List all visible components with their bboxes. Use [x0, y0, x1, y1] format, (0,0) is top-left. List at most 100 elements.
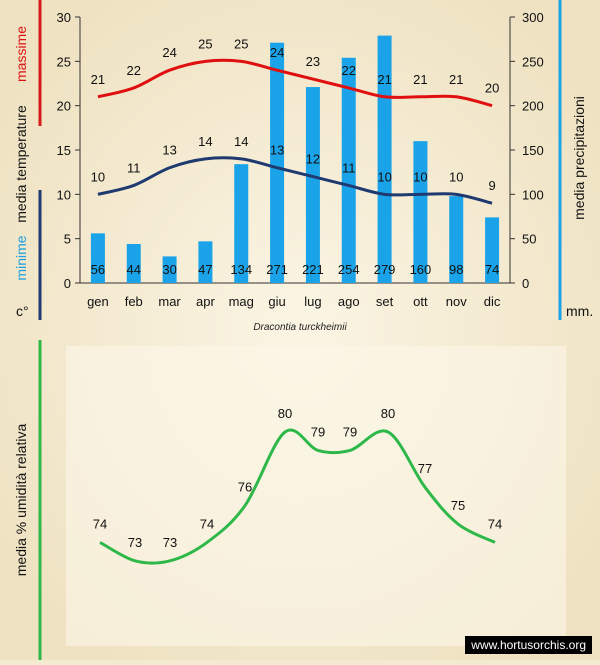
precipitation-value-label: 254	[338, 262, 360, 277]
humidity-value-label: 79	[311, 424, 325, 439]
minime-value-label: 11	[127, 160, 141, 175]
temperature-unit-label: c°	[16, 303, 29, 319]
precipitation-bar	[485, 217, 500, 283]
humidity-value-label: 74	[93, 516, 107, 531]
massime-value-label: 21	[413, 72, 427, 87]
precipitation-bar	[162, 256, 177, 283]
precipitation-value-label: 134	[230, 262, 252, 277]
month-tick-label: mar	[158, 294, 181, 309]
right-tick-label: 50	[522, 232, 536, 247]
right-tick-label: 300	[522, 10, 544, 25]
precipitation-bar	[198, 241, 213, 283]
precipitation-value-label: 30	[162, 262, 176, 277]
humidity-value-label: 74	[488, 516, 502, 531]
right-tick-label: 150	[522, 143, 544, 158]
left-tick-label: 10	[57, 187, 71, 202]
humidity-value-label: 77	[418, 461, 432, 476]
minime-value-label: 13	[162, 143, 176, 158]
month-tick-label: gen	[87, 294, 109, 309]
mean-temp-axis-label: media temperature	[13, 105, 29, 223]
left-tick-label: 15	[57, 143, 71, 158]
month-tick-label: lug	[304, 294, 321, 309]
left-tick-label: 30	[57, 10, 71, 25]
minime-value-label: 10	[413, 169, 427, 184]
massime-value-label: 21	[377, 72, 391, 87]
minime-value-label: 10	[91, 169, 105, 184]
precipitation-bar	[449, 196, 464, 283]
precipitation-value-label: 56	[91, 262, 105, 277]
minime-temperature-line	[97, 156, 493, 205]
left-tick-label: 0	[64, 276, 71, 291]
minime-value-label: 13	[270, 143, 284, 158]
precipitation-bar	[413, 141, 428, 283]
right-tick-label: 250	[522, 54, 544, 69]
precipitation-value-label: 98	[449, 262, 463, 277]
humidity-line	[99, 428, 496, 565]
massime-value-label: 24	[270, 45, 284, 60]
month-tick-label: feb	[125, 294, 143, 309]
month-tick-label: ott	[413, 294, 428, 309]
right-tick-label: 0	[522, 276, 529, 291]
month-tick-label: nov	[446, 294, 467, 309]
left-tick-label: 5	[64, 232, 71, 247]
max-temp-axis-label: massime	[13, 26, 29, 82]
species-caption: Dracontia turckheimii	[253, 322, 347, 333]
massime-value-label: 25	[234, 36, 248, 51]
precipitation-bar	[126, 243, 141, 283]
precipitation-value-label: 221	[302, 262, 324, 277]
minime-value-label: 10	[449, 169, 463, 184]
humidity-value-label: 74	[200, 516, 214, 531]
massime-temperature-line	[97, 58, 493, 108]
precipitation-bar	[90, 233, 105, 283]
precipitation-bar	[234, 164, 249, 283]
month-tick-label: giu	[268, 294, 285, 309]
massime-value-label: 22	[342, 63, 356, 78]
massime-value-label: 20	[485, 81, 499, 96]
precipitation-axis-label: media precipitazioni	[571, 96, 587, 220]
humidity-plot-area	[66, 346, 566, 646]
massime-value-label: 22	[127, 63, 141, 78]
precipitation-bar	[305, 87, 320, 284]
minime-value-label: 11	[342, 160, 356, 175]
month-tick-label: dic	[484, 294, 501, 309]
humidity-value-label: 76	[238, 480, 252, 495]
website-watermark: www.hortusorchis.org	[465, 636, 592, 654]
precipitation-value-label: 47	[198, 262, 212, 277]
minime-value-label: 12	[306, 152, 320, 167]
minime-value-label: 10	[377, 169, 391, 184]
humidity-value-label: 80	[278, 406, 292, 421]
precipitation-value-label: 160	[410, 262, 432, 277]
precipitation-value-label: 271	[266, 262, 288, 277]
humidity-axis-label: media % umidità relativa	[13, 424, 29, 577]
month-tick-label: ago	[338, 294, 360, 309]
month-tick-label: apr	[196, 294, 215, 309]
precipitation-bar	[341, 57, 356, 283]
humidity-value-label: 73	[128, 535, 142, 550]
month-tick-label: set	[376, 294, 394, 309]
humidity-value-label: 80	[381, 406, 395, 421]
left-tick-label: 25	[57, 54, 71, 69]
precipitation-bar	[270, 42, 285, 283]
right-tick-label: 100	[522, 187, 544, 202]
precipitation-value-label: 74	[485, 262, 499, 277]
minime-value-label: 14	[234, 134, 248, 149]
left-tick-label: 20	[57, 99, 71, 114]
massime-value-label: 24	[162, 45, 176, 60]
precipitation-unit-label: mm.	[566, 303, 593, 319]
massime-value-label: 21	[449, 72, 463, 87]
precipitation-value-label: 44	[127, 262, 141, 277]
min-temp-axis-label: minime	[13, 235, 29, 280]
massime-value-label: 23	[306, 54, 320, 69]
precipitation-value-label: 279	[374, 262, 396, 277]
minime-value-label: 9	[488, 178, 495, 193]
right-tick-label: 200	[522, 99, 544, 114]
humidity-value-label: 73	[163, 535, 177, 550]
humidity-value-label: 79	[343, 424, 357, 439]
minime-value-label: 14	[198, 134, 212, 149]
massime-value-label: 21	[91, 72, 105, 87]
humidity-value-label: 75	[451, 498, 465, 513]
month-tick-label: mag	[229, 294, 254, 309]
massime-value-label: 25	[198, 36, 212, 51]
